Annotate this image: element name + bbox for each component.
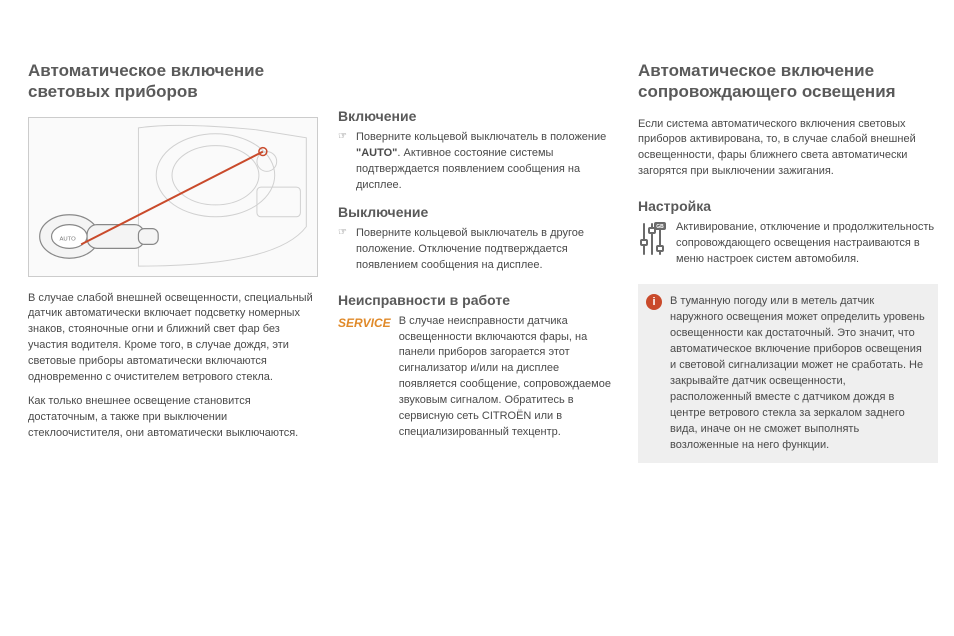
heading-auto-lights: Автоматическое включение световых прибор… — [28, 60, 318, 103]
intro-para-1: В случае слабой внешней освещенности, сп… — [28, 291, 318, 387]
service-block: SERVICE В случае неисправности датчика о… — [338, 314, 618, 442]
stalk-svg: AUTO — [29, 118, 317, 276]
switch-off-item: Поверните кольцевой выключатель в другое… — [338, 226, 618, 274]
switch-on-item: Поверните кольцевой выключатель в положе… — [338, 130, 618, 194]
column-left: Автоматическое включение световых прибор… — [28, 60, 318, 616]
heading-switch-on: Включение — [338, 108, 618, 124]
stalk-auto-label: AUTO — [59, 236, 76, 242]
stalk-diagram: AUTO — [28, 117, 318, 277]
guide-intro: Если система автоматического включения с… — [638, 117, 938, 181]
settings-row: GB Активирование, отключение и продолжит… — [638, 220, 938, 268]
menu-sliders-icon: GB — [638, 220, 666, 263]
service-indicator-label: SERVICE — [338, 316, 391, 330]
fault-text: В случае неисправности датчика освещенно… — [399, 314, 618, 442]
settings-text: Активирование, отключение и продолжитель… — [676, 220, 938, 268]
switch-off-list: Поверните кольцевой выключатель в другое… — [338, 226, 618, 280]
heading-switch-off: Выключение — [338, 204, 618, 220]
warning-icon: i — [646, 294, 662, 310]
heading-fault: Неисправности в работе — [338, 292, 618, 308]
warning-box: i В туманную погоду или в метель датчик … — [638, 284, 938, 463]
switch-on-list: Поверните кольцевой выключатель в положе… — [338, 130, 618, 200]
gb-badge-text: GB — [656, 224, 664, 230]
intro-para-2: Как только внешнее освещение становится … — [28, 394, 318, 442]
column-middle: Включение Поверните кольцевой выключател… — [338, 60, 618, 616]
heading-guide-lighting: Автоматическое включение сопровождающего… — [638, 60, 938, 103]
warning-text: В туманную погоду или в метель датчик на… — [670, 295, 925, 450]
heading-settings: Настройка — [638, 198, 938, 214]
callout-line — [81, 151, 263, 244]
manual-page: Автоматическое включение световых прибор… — [0, 0, 954, 636]
column-right: Автоматическое включение сопровождающего… — [638, 60, 938, 616]
